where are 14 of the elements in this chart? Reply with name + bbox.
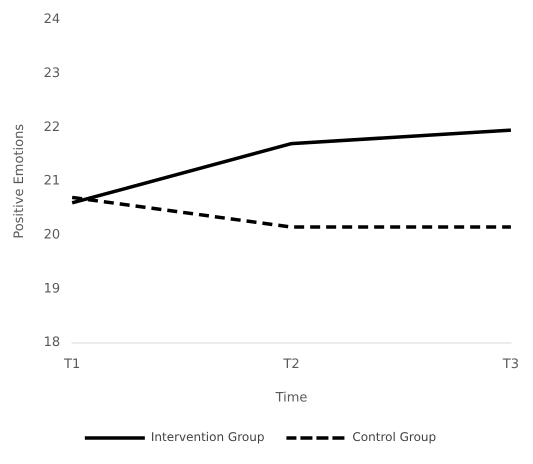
x-tick-label: T2 xyxy=(282,356,300,372)
y-tick-label: 22 xyxy=(44,120,60,135)
y-axis-title: Positive Emotions xyxy=(12,124,28,239)
y-tick-label: 23 xyxy=(44,66,60,82)
y-tick-label: 21 xyxy=(44,174,60,189)
y-tick-label: 18 xyxy=(44,335,60,350)
legend-label: Control Group xyxy=(352,430,436,444)
y-tick-label: 24 xyxy=(44,12,60,28)
x-tick-label: T3 xyxy=(502,356,520,372)
y-tick-label: 19 xyxy=(44,281,60,296)
x-tick-label: T1 xyxy=(63,356,80,372)
y-tick-label: 20 xyxy=(44,228,60,243)
x-axis-title: Time xyxy=(274,390,308,406)
legend-label: Intervention Group xyxy=(150,430,264,444)
